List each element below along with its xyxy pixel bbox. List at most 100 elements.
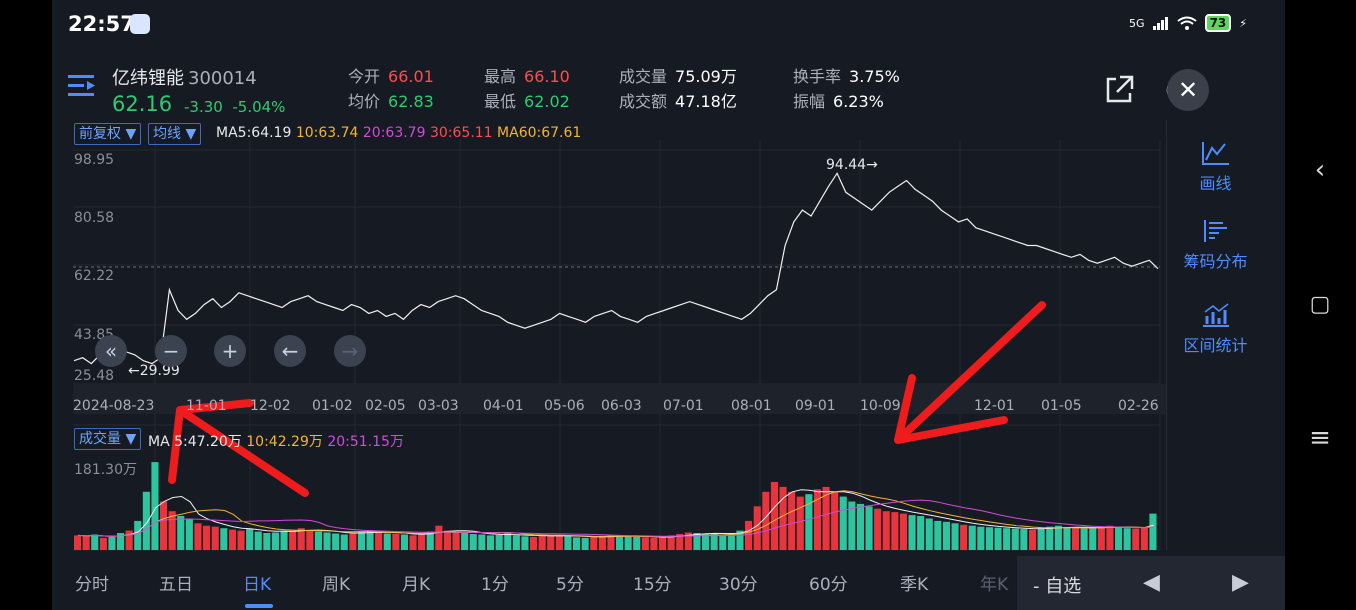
volume-bar: [736, 530, 744, 550]
x-tick: 08-01: [731, 398, 772, 414]
volume-bar: [547, 535, 555, 550]
volume-bar: [899, 513, 907, 550]
nav-recents-icon[interactable]: ≡: [1309, 423, 1331, 453]
ma20-label: 20:63.79: [362, 125, 426, 141]
scroll-left-button[interactable]: ←: [274, 335, 306, 367]
volume-bar: [400, 534, 408, 550]
volume-bar: [788, 491, 796, 550]
volume-bars: [74, 462, 1157, 550]
stat-amplitude: 振幅 6.23%: [793, 88, 884, 112]
notification-app-icon: [130, 14, 150, 34]
tab-30min[interactable]: 30分: [719, 575, 758, 595]
stock-name-text: 亿纬锂能: [112, 68, 184, 89]
next-stock-icon[interactable]: ▶: [1232, 570, 1249, 595]
signal-icon: [1152, 17, 1168, 30]
tab-daily-k[interactable]: 日K: [243, 575, 272, 595]
tab-monthly-k[interactable]: 月K: [402, 575, 431, 595]
adjust-dropdown[interactable]: 前复权 ▼: [74, 123, 142, 145]
high-marker: 94.44→: [826, 157, 878, 173]
indicator-dropdown[interactable]: 均线 ▼: [148, 123, 202, 145]
volume-bar: [134, 520, 142, 550]
stat-value: 66.01: [388, 67, 434, 86]
ma10-label: 10:63.74: [295, 125, 359, 141]
volume-bar: [753, 506, 761, 550]
volume-bar: [228, 529, 236, 550]
draw-line-button[interactable]: 画线: [1167, 140, 1264, 194]
tab-1min[interactable]: 1分: [481, 575, 509, 595]
ma5-label: MA5:64.19: [216, 125, 292, 141]
chip-distribution-button[interactable]: 筹码分布: [1167, 218, 1264, 272]
volume-bar: [297, 528, 305, 550]
active-tab-indicator: [245, 604, 273, 608]
ma-legend: MA5:64.19 10:63.74 20:63.79 30:65.11 MA6…: [216, 125, 581, 141]
ma60-label: MA60:67.61: [497, 125, 582, 141]
range-stats-icon: [1202, 303, 1229, 327]
volume-bar: [882, 511, 890, 550]
stat-open: 今开 66.01: [348, 63, 434, 87]
volume-bar: [177, 516, 185, 550]
volume-bar: [280, 530, 288, 550]
volume-bar: [796, 496, 804, 550]
volume-bar: [151, 462, 159, 550]
share-icon[interactable]: [1102, 73, 1136, 107]
volume-bar: [142, 491, 150, 550]
scroll-right-button[interactable]: →: [334, 335, 366, 367]
stat-volume: 成交量 75.09万: [619, 63, 737, 87]
change-value: -3.30: [184, 98, 223, 116]
stat-value: 75.09万: [675, 67, 737, 86]
close-button[interactable]: ✕: [1167, 69, 1209, 111]
vol-ma5-label: MA 5:47.20万: [148, 434, 242, 450]
volume-bar: [185, 518, 193, 550]
nav-back-icon[interactable]: ‹: [1314, 155, 1326, 185]
stat-label: 成交额: [619, 92, 668, 111]
tab-60min[interactable]: 60分: [809, 575, 848, 595]
volume-bar: [289, 529, 297, 550]
indicator-dropdown-label: 均线: [153, 126, 181, 142]
volume-bar: [650, 537, 658, 550]
volume-bar: [1029, 529, 1037, 550]
tab-15min[interactable]: 15分: [633, 575, 672, 595]
watchlist-button[interactable]: - 自选: [1033, 576, 1082, 597]
stat-value: 66.10: [524, 67, 570, 86]
volume-dropdown[interactable]: 成交量 ▼: [74, 428, 142, 450]
app-window: [52, 0, 1285, 610]
x-tick: 12-02: [250, 398, 291, 414]
volume-bar: [1123, 528, 1131, 550]
draw-line-label: 画线: [1199, 174, 1232, 193]
prev-stock-icon[interactable]: ◀: [1143, 570, 1160, 595]
zoom-in-button[interactable]: +: [214, 335, 246, 367]
tab-five-day[interactable]: 五日: [159, 575, 193, 595]
volume-bar: [237, 530, 245, 550]
volume-bar: [1020, 529, 1028, 550]
y-tick: 98.95: [74, 152, 115, 168]
nav-home-icon[interactable]: ▢: [1309, 292, 1331, 317]
volume-ma-legend: MA 5:47.20万 10:42.29万 20:51.15万: [148, 431, 404, 451]
scroll-start-button[interactable]: «: [95, 335, 127, 367]
tab-5min[interactable]: 5分: [556, 575, 584, 595]
volume-bar: [1132, 528, 1140, 550]
volume-bar: [555, 535, 563, 550]
volume-bar: [917, 516, 925, 550]
volume-bar: [813, 489, 821, 550]
tab-intraday[interactable]: 分时: [75, 575, 109, 595]
period-tabs: 分时 五日 日K 周K 月K 1分 5分 15分 30分 60分 季K 年K: [52, 556, 1017, 610]
x-tick: 07-01: [663, 398, 704, 414]
stat-value: 6.23%: [833, 92, 884, 111]
menu-list-icon[interactable]: [68, 73, 96, 99]
volume-bar: [960, 524, 968, 550]
stat-value: 47.18亿: [675, 92, 737, 111]
volume-bar: [745, 520, 753, 550]
volume-bar: [125, 530, 133, 550]
tab-yearly-k[interactable]: 年K: [980, 575, 1009, 595]
volume-bar: [891, 512, 899, 550]
volume-bar: [409, 535, 417, 550]
tab-weekly-k[interactable]: 周K: [322, 575, 351, 595]
range-stats-button[interactable]: 区间统计: [1167, 302, 1264, 356]
tab-quarterly-k[interactable]: 季K: [900, 575, 929, 595]
zoom-out-button[interactable]: −: [155, 335, 187, 367]
x-axis-band: [73, 384, 1166, 414]
volume-bar: [478, 534, 486, 550]
volume-dropdown-label: 成交量: [79, 431, 121, 447]
system-nav-bar: [1285, 0, 1356, 610]
